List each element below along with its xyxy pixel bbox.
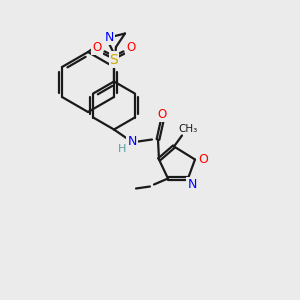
Text: H: H xyxy=(118,145,126,154)
Text: CH₃: CH₃ xyxy=(178,124,198,134)
Text: N: N xyxy=(104,31,114,44)
Text: S: S xyxy=(110,52,118,67)
Text: O: O xyxy=(198,153,208,166)
Text: O: O xyxy=(92,41,102,54)
Text: N: N xyxy=(187,178,197,191)
Text: O: O xyxy=(126,41,136,54)
Text: O: O xyxy=(158,108,166,121)
Text: N: N xyxy=(127,135,137,148)
